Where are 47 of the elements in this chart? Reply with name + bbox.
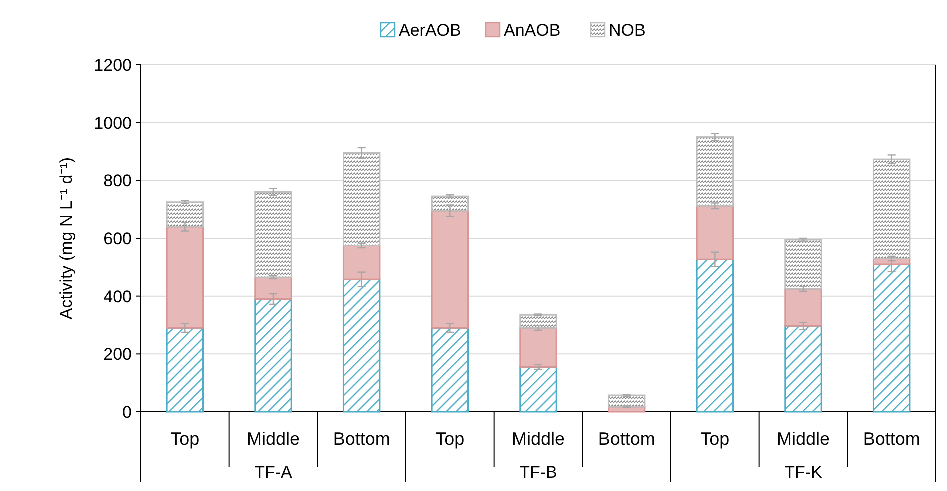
bar — [342, 278, 381, 413]
y-tick-label: 400 — [104, 287, 132, 306]
bar — [342, 152, 381, 246]
bar — [608, 394, 646, 408]
bar — [166, 226, 204, 329]
bar — [872, 264, 911, 413]
x-tick-label: Bottom — [333, 429, 390, 449]
x-tick-label: Middle — [512, 429, 566, 449]
y-axis-title: Activity (mg N L⁻¹ d⁻¹) — [57, 157, 76, 320]
bar — [520, 366, 558, 413]
bar — [166, 327, 204, 413]
bar — [696, 136, 734, 207]
bar — [431, 210, 470, 329]
x-tick-label: Top — [170, 429, 200, 449]
y-tick-label: 1200 — [94, 56, 132, 75]
bar — [254, 191, 292, 278]
bar — [520, 327, 558, 368]
bar — [784, 288, 822, 327]
x-tick-label: Bottom — [598, 429, 656, 449]
text: TF-A — [254, 463, 294, 482]
x-tick-label: Top — [700, 429, 730, 449]
bar — [784, 325, 822, 413]
bar — [431, 196, 470, 212]
text: TF-K — [784, 463, 824, 482]
bar — [166, 202, 204, 228]
bar — [784, 239, 822, 290]
y-tick-label: 0 — [122, 402, 132, 422]
bar — [342, 244, 381, 280]
x-tick-label: Top — [436, 429, 465, 449]
y-tick-label: 600 — [104, 229, 132, 248]
bar — [696, 205, 734, 260]
x-tick-label: Middle — [776, 429, 830, 449]
bar — [872, 158, 911, 260]
bar — [431, 327, 470, 413]
legend-label: AnAOB — [504, 21, 561, 40]
x-tick-label: Middle — [246, 429, 300, 449]
bar — [520, 314, 558, 329]
y-tick-label: 1000 — [94, 114, 132, 133]
bar — [696, 258, 734, 413]
bar — [254, 298, 292, 413]
bar — [254, 276, 292, 300]
legend-label: NOB — [609, 21, 646, 40]
y-tick-label: 800 — [104, 172, 132, 191]
text: TF-B — [520, 463, 558, 482]
y-tick-label: 200 — [104, 345, 132, 364]
x-tick-label: Bottom — [863, 429, 920, 449]
legend-label: AerAOB — [399, 21, 462, 40]
